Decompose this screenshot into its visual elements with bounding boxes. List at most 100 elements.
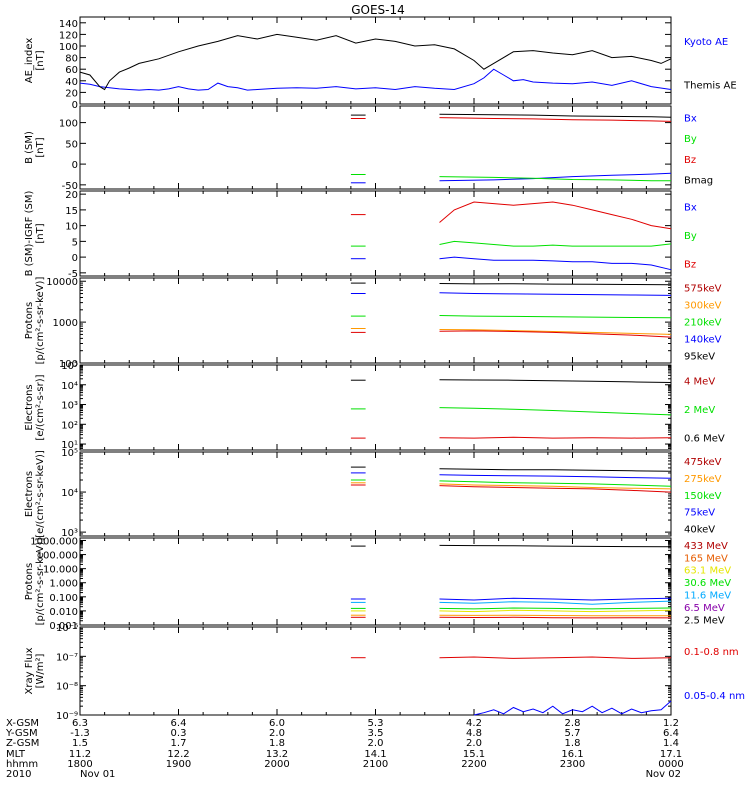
x-tick-label: Nov 02 <box>646 769 681 780</box>
series-line-electrons1-2 <box>439 379 672 383</box>
legend-label: 150keV <box>684 491 722 502</box>
y-tick-label: 100 <box>59 359 78 370</box>
legend-label: 2 MeV <box>684 405 715 416</box>
x-tick-label: 2100 <box>363 759 388 770</box>
panel-frame <box>79 451 672 537</box>
y-tick-label: 10⁻⁶ <box>56 623 78 634</box>
y-tick-label: 10¹ <box>61 440 78 451</box>
y-tick-label: 40 <box>65 77 78 88</box>
series-line-protons1-1 <box>439 292 672 296</box>
legend-label: Bx <box>684 203 697 214</box>
y-tick-label: 0 <box>72 100 78 111</box>
legend-label: 275keV <box>684 474 722 485</box>
legend-label: 165 MeV <box>684 553 728 564</box>
series-line-electrons1-1 <box>439 407 672 416</box>
legend-label: 2.5 MeV <box>684 615 725 626</box>
y-tick-label: 10⁻⁹ <box>56 711 78 722</box>
x-tick-label: 2200 <box>461 759 486 770</box>
legend-label: 4 MeV <box>684 377 715 388</box>
x-row-label: MLT <box>6 749 26 760</box>
series-line-protons1-2 <box>439 315 672 319</box>
x-tick-label: 5.3 <box>368 718 384 729</box>
panel-frame <box>79 364 672 451</box>
legend-label: 75keV <box>684 508 715 519</box>
legend-label: 0.05-0.4 nm <box>684 691 745 702</box>
legend-label: 575keV <box>684 283 722 294</box>
panel-xray: 10⁻⁹ 10⁻⁸ 10⁻⁷ 10⁻⁶ Xray Flux[W/m²] 0.1-0.8 n… <box>24 623 745 722</box>
series-line-ae-0 <box>79 68 672 91</box>
y-tick-label: 0.100 <box>49 593 78 604</box>
y-tick-label: 15 <box>65 206 78 217</box>
y-tick-label: 120 <box>59 30 78 41</box>
y-axis-label: Protons[p/(cm²-s-sr-keV)] <box>24 538 46 626</box>
legend-label: By <box>684 231 697 242</box>
y-tick-label: 1.000 <box>49 579 78 590</box>
x-tick-label: -1.3 <box>70 728 90 739</box>
x-row-label: Z-GSM <box>6 738 39 749</box>
y-axis-label: Protons[p/(cm²-s-sr-keV)] <box>24 277 46 365</box>
x-tick-label: 16.1 <box>561 749 583 760</box>
x-tick-label: 13.2 <box>266 749 288 760</box>
panel-frame <box>79 277 672 364</box>
y-axis-label: B (SM)[nT] <box>24 131 46 164</box>
series-line-protons2-2 <box>439 600 672 605</box>
series-line-electrons2-0 <box>439 468 672 472</box>
y-tick-label: 1000 <box>53 318 78 329</box>
legend-label: By <box>684 134 697 145</box>
legend-label: Bx <box>684 113 697 124</box>
y-tick-label: 10³ <box>61 528 78 539</box>
x-tick-label: 17.1 <box>660 749 682 760</box>
y-axis-label: B (SM)-IGRF (SM)[nT] <box>24 191 46 277</box>
y-tick-label: 10² <box>61 420 78 431</box>
y-tick-label: 10⁻⁷ <box>56 652 78 663</box>
x-tick-label: 15.1 <box>463 749 485 760</box>
legend-label: 95keV <box>684 351 715 362</box>
y-tick-label: 20 <box>65 190 78 201</box>
legend-label: 433 MeV <box>684 541 728 552</box>
x-tick-label: 1.4 <box>663 738 679 749</box>
series-line-electrons2-3 <box>439 483 672 490</box>
x-tick-label: 4.2 <box>466 718 482 729</box>
series-line-b-2 <box>439 117 672 122</box>
y-tick-label: 100.000 <box>37 551 78 562</box>
y-tick-label: 50 <box>65 139 78 150</box>
series-line-dbigrf-2 <box>439 201 672 230</box>
x-tick-label: 1.7 <box>171 738 187 749</box>
series-line-electrons2-4 <box>439 485 672 493</box>
series-line-protons1-3 <box>439 329 672 335</box>
x-row-label: X-GSM <box>6 718 39 729</box>
legend-label: Themis AE <box>683 80 737 91</box>
panel-dbigrf: -5 0 5 10 15 20 B (SM)-IGRF (SM)[nT] Bx By Bz <box>24 190 697 280</box>
series-line-protons2-6 <box>439 616 672 619</box>
panel-b: -50 0 50 100 B (SM)[nT] Bx By Bz Bmag <box>24 105 713 192</box>
x-tick-label: 1.5 <box>72 738 88 749</box>
y-tick-label: 5 <box>72 237 78 248</box>
legend-label: Bz <box>684 155 696 166</box>
series-line-protons1-0 <box>439 283 672 286</box>
x-tick-label: 6.4 <box>663 728 679 739</box>
y-tick-label: 10⁵ <box>61 448 78 459</box>
y-tick-label: 10⁵ <box>61 361 78 372</box>
y-tick-label: -5 <box>68 269 78 280</box>
x-tick-label: 1.8 <box>565 738 581 749</box>
y-tick-label: -50 <box>62 181 78 192</box>
legend-label: Kyoto AE <box>684 37 728 48</box>
y-tick-label: 10⁴ <box>61 488 78 499</box>
x-tick-label: 1900 <box>166 759 191 770</box>
legend-label: Bz <box>684 259 696 270</box>
panel-frame <box>79 626 672 716</box>
legend-label: 0.1-0.8 nm <box>684 647 739 658</box>
legend-label: 140keV <box>684 334 722 345</box>
y-axis-label: Electrons[e/(cm²-s-sr)] <box>24 374 46 440</box>
series-line-b-0 <box>439 172 672 182</box>
series-line-xray-0 <box>439 656 672 659</box>
plot-title: GOES-14 <box>351 3 405 17</box>
panel-frame <box>79 16 672 105</box>
series-line-protons2-5 <box>439 614 672 617</box>
series-line-b-1 <box>439 176 671 182</box>
y-tick-label: 10⁴ <box>61 381 78 392</box>
panel-frame <box>79 190 672 277</box>
